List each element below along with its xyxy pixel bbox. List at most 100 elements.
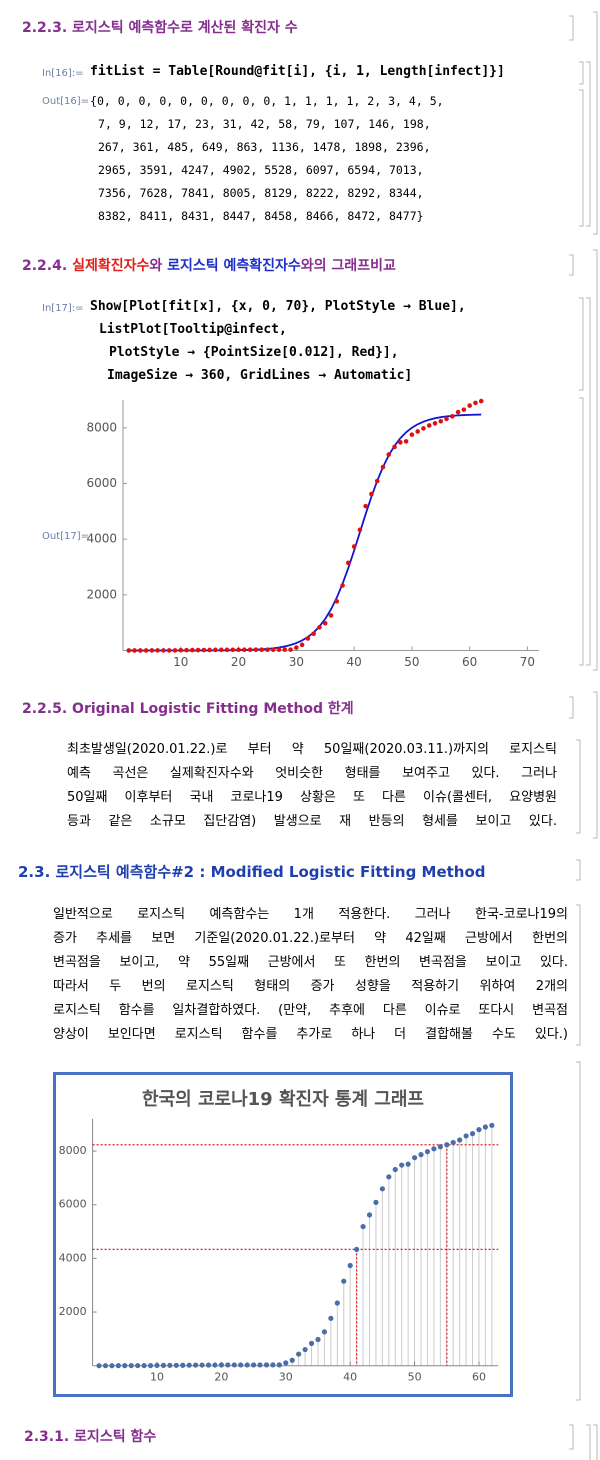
separator: , xyxy=(250,209,265,223)
separator: , xyxy=(125,163,140,177)
x-tick-label: 50 xyxy=(408,1371,422,1384)
data-point xyxy=(418,1152,424,1158)
separator: , xyxy=(375,163,389,177)
input-label: In[17]:= xyxy=(42,303,84,314)
data-point xyxy=(180,1362,186,1368)
separator: , xyxy=(298,140,313,154)
data-point xyxy=(399,1162,405,1168)
y-tick-label: 2000 xyxy=(86,587,117,601)
output-value: 8129 xyxy=(264,186,292,200)
separator: , xyxy=(319,117,334,131)
data-point xyxy=(283,1360,289,1366)
y-tick-label: 4000 xyxy=(86,532,117,546)
output-value: 0 xyxy=(242,94,250,108)
data-point xyxy=(173,1362,179,1368)
y-tick-label: 6000 xyxy=(86,476,117,490)
brace: { xyxy=(90,94,97,108)
x-tick-label: 70 xyxy=(520,655,535,669)
x-tick-label: 10 xyxy=(150,1371,164,1384)
data-point xyxy=(424,1149,431,1155)
data-point xyxy=(351,544,357,549)
separator: , xyxy=(436,94,444,108)
input-code: PlotStyle → {PointSize[0.012], Red}], xyxy=(109,345,399,360)
separator: , xyxy=(153,140,168,154)
output-value: 42 xyxy=(250,117,265,131)
paragraph-line: 증가 추세를 보면 기준일(2020.01.22.)로부터 약 42일째 근방에… xyxy=(53,931,568,946)
data-point xyxy=(482,1124,489,1130)
output-value: 8005 xyxy=(222,186,251,200)
data-point xyxy=(322,621,328,626)
output-value: 23 xyxy=(195,117,209,131)
data-point xyxy=(296,1351,302,1357)
separator: , xyxy=(104,117,119,131)
data-point xyxy=(193,1362,199,1368)
paragraph: 최초발생일(2020.01.22.)로 부터 약 50일째(2020.03.11… xyxy=(67,738,557,834)
data-point xyxy=(340,583,345,588)
output-value: 6594 xyxy=(347,163,376,177)
data-point xyxy=(299,642,305,648)
data-point xyxy=(317,625,322,630)
data-point xyxy=(341,1278,347,1284)
data-point xyxy=(334,599,340,604)
data-point xyxy=(489,1122,495,1128)
data-point xyxy=(421,426,426,431)
data-point xyxy=(321,1329,328,1335)
section-heading: 2.3. 로지스틱 예측함수#2 : Modified Logistic Fit… xyxy=(18,863,486,881)
separator: , xyxy=(187,94,201,108)
paragraph-line: 최초발생일(2020.01.22.)로 부터 약 50일째(2020.03.11… xyxy=(67,742,557,757)
paragraph-line: 따라서 두 번의 로지스틱 형태의 증가 성향을 적용하기 위하여 2개의 xyxy=(53,979,568,994)
data-point xyxy=(199,1362,205,1368)
data-point xyxy=(379,1186,385,1192)
output-value: 3591 xyxy=(139,163,168,177)
data-point xyxy=(302,1346,308,1353)
output-value: 4902 xyxy=(222,163,251,177)
output-value: 31 xyxy=(222,117,237,131)
output-label: Out[16]= xyxy=(42,96,90,107)
separator: , xyxy=(188,140,202,154)
data-point xyxy=(426,423,432,428)
output-value: 8382 xyxy=(98,209,126,223)
data-point xyxy=(250,1362,257,1368)
data-point xyxy=(155,648,160,653)
data-point xyxy=(363,503,368,509)
x-tick-label: 60 xyxy=(462,655,477,669)
data-point xyxy=(444,416,449,422)
separator: , xyxy=(375,186,389,200)
output-value: 0 xyxy=(159,94,167,108)
x-tick-label: 50 xyxy=(404,655,419,669)
section-heading: 2.2.5. Original Logistic Fitting Method … xyxy=(22,701,354,717)
paragraph-line: 일반적으로 로지스틱 예측함수는 1개 적용한다. 그러나 한국-코로나19의 xyxy=(53,907,568,922)
output-value: 8466 xyxy=(305,209,334,223)
separator: , xyxy=(208,163,223,177)
output-value: 9 xyxy=(118,117,126,131)
separator: , xyxy=(416,186,424,200)
data-point xyxy=(128,1362,134,1369)
output-value: 8292 xyxy=(347,186,376,200)
data-point xyxy=(218,647,224,653)
data-point xyxy=(431,1146,437,1152)
data-point xyxy=(450,414,455,419)
separator: , xyxy=(208,209,223,223)
separator: , xyxy=(236,117,251,131)
output-value: 5 xyxy=(429,94,437,108)
separator: , xyxy=(416,163,424,177)
separator: , xyxy=(207,94,222,108)
paragraph-line: 예측 곡선은 실제확진자수와 엇비슷한 형태를 보여주고 있다. 그러나 xyxy=(67,766,557,781)
output-value: 8477 xyxy=(388,209,417,223)
output-value: 4247 xyxy=(181,163,209,177)
output-value: 8458 xyxy=(264,209,292,223)
output-value: 4 xyxy=(408,94,416,108)
data-point xyxy=(476,1127,482,1133)
data-point xyxy=(132,648,137,653)
output-value: 0 xyxy=(138,94,146,108)
data-point xyxy=(122,1363,128,1369)
data-point xyxy=(478,398,484,404)
data-point xyxy=(360,1223,366,1230)
output-value: 17 xyxy=(167,117,182,131)
data-point xyxy=(138,648,143,653)
separator: , xyxy=(125,209,140,223)
output-value: 1136 xyxy=(271,140,299,154)
data-point xyxy=(386,1174,392,1180)
data-point xyxy=(102,1363,109,1369)
